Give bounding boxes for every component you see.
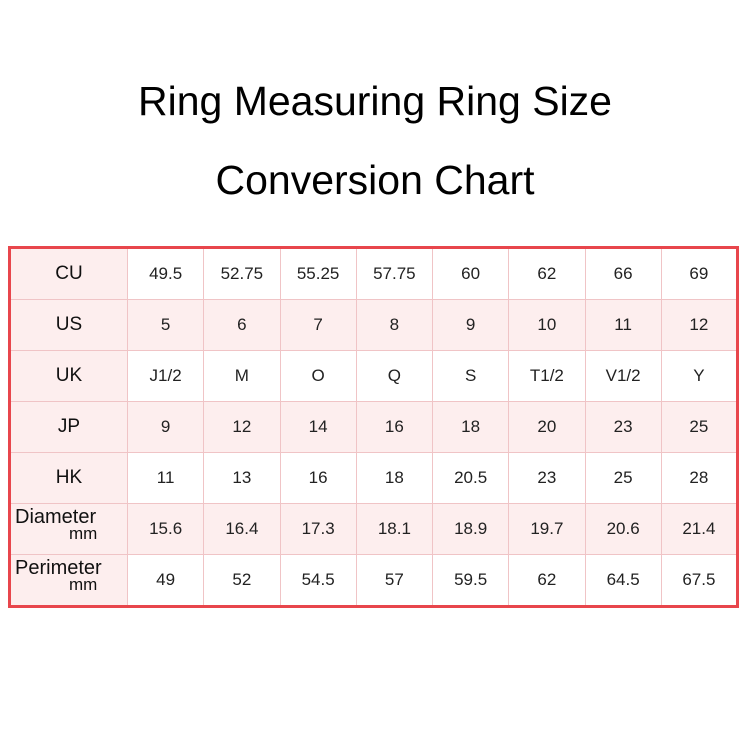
table-row: HK 11 13 16 18 20.5 23 25 28 — [9, 452, 739, 504]
row-label-text: Perimeter — [15, 557, 102, 579]
table-cell: 49.5 — [126, 247, 205, 300]
row-label-unit: mm — [69, 575, 98, 594]
row-label-unit: mm — [69, 524, 98, 543]
table-cell: Q — [355, 350, 434, 402]
table-cell: 16 — [355, 401, 434, 453]
table-cell: 16.4 — [203, 503, 281, 555]
table-cell: 55.25 — [279, 247, 357, 300]
table-row: Perimeter mm 49 52 54.5 57 59.5 62 64.5 67.5 — [9, 554, 739, 607]
table-cell: 18 — [431, 401, 510, 453]
table-cell: Y — [660, 350, 739, 402]
table-cell: 20.5 — [431, 452, 510, 504]
table-cell: 23 — [508, 452, 586, 504]
row-label: UK — [9, 350, 128, 402]
row-label: CU — [9, 247, 128, 300]
table-cell: M — [203, 350, 281, 402]
table-cell: 13 — [203, 452, 281, 504]
row-label: HK — [9, 452, 128, 504]
table-cell: V1/2 — [584, 350, 662, 402]
table-cell: 64.5 — [584, 554, 662, 607]
table-cell: J1/2 — [126, 350, 205, 402]
size-conversion-table: CU 49.5 52.75 55.25 57.75 60 62 66 69 US 5 6 7 8 9 10 11… — [8, 246, 739, 608]
table-cell: 12 — [660, 299, 739, 351]
table-cell: S — [431, 350, 510, 402]
table-cell: 15.6 — [126, 503, 205, 555]
table-cell: 11 — [126, 452, 205, 504]
table-cell: 21.4 — [660, 503, 739, 555]
row-label: Diameter mm — [9, 503, 128, 555]
table-cell: 28 — [660, 452, 739, 504]
table-cell: 52 — [203, 554, 281, 607]
table-cell: 14 — [279, 401, 357, 453]
table-row: UK J1/2 M O Q S T1/2 V1/2 Y — [9, 350, 739, 402]
table-cell: 18.1 — [355, 503, 434, 555]
table-cell: 62 — [508, 554, 586, 607]
table-cell: 23 — [584, 401, 662, 453]
table-cell: 10 — [508, 299, 586, 351]
table-cell: 9 — [431, 299, 510, 351]
row-label: Perimeter mm — [9, 554, 128, 607]
table-cell: 52.75 — [203, 247, 281, 300]
table-cell: 25 — [584, 452, 662, 504]
table-cell: 66 — [584, 247, 662, 300]
row-label: JP — [9, 401, 128, 453]
table-cell: 12 — [203, 401, 281, 453]
table-cell: 8 — [355, 299, 434, 351]
table-cell: T1/2 — [508, 350, 586, 402]
table-cell: 25 — [660, 401, 739, 453]
table-cell: 57.75 — [355, 247, 434, 300]
row-label-text: Diameter — [15, 506, 97, 528]
row-label: US — [9, 299, 128, 351]
table-cell: 69 — [660, 247, 739, 300]
table-cell: 59.5 — [431, 554, 510, 607]
table-cell: 62 — [508, 247, 586, 300]
table-cell: 20 — [508, 401, 586, 453]
table-cell: 5 — [126, 299, 205, 351]
table-cell: 18 — [355, 452, 434, 504]
table-cell: 54.5 — [279, 554, 357, 607]
table-row: US 5 6 7 8 9 10 11 12 — [9, 299, 739, 351]
table-cell: 49 — [126, 554, 205, 607]
table-cell: 20.6 — [584, 503, 662, 555]
table-cell: 7 — [279, 299, 357, 351]
table-cell: 60 — [431, 247, 510, 300]
table-cell: 57 — [355, 554, 434, 607]
table-cell: 67.5 — [660, 554, 739, 607]
table-cell: 18.9 — [431, 503, 510, 555]
table-cell: O — [279, 350, 357, 402]
table-cell: 16 — [279, 452, 357, 504]
table-cell: 19.7 — [508, 503, 586, 555]
table-cell: 9 — [126, 401, 205, 453]
title-line-1: Ring Measuring Ring Size — [137, 78, 612, 124]
table-row: Diameter mm 15.6 16.4 17.3 18.1 18.9 19.7 20.6 21… — [9, 503, 739, 555]
table-row: CU 49.5 52.75 55.25 57.75 60 62 66 69 — [9, 247, 739, 300]
table-cell: 17.3 — [279, 503, 357, 555]
table-cell: 6 — [203, 299, 281, 351]
table-row: JP 9 12 14 16 18 20 23 25 — [9, 401, 739, 453]
title-line-2: Conversion Chart — [215, 157, 535, 203]
table-cell: 11 — [584, 299, 662, 351]
